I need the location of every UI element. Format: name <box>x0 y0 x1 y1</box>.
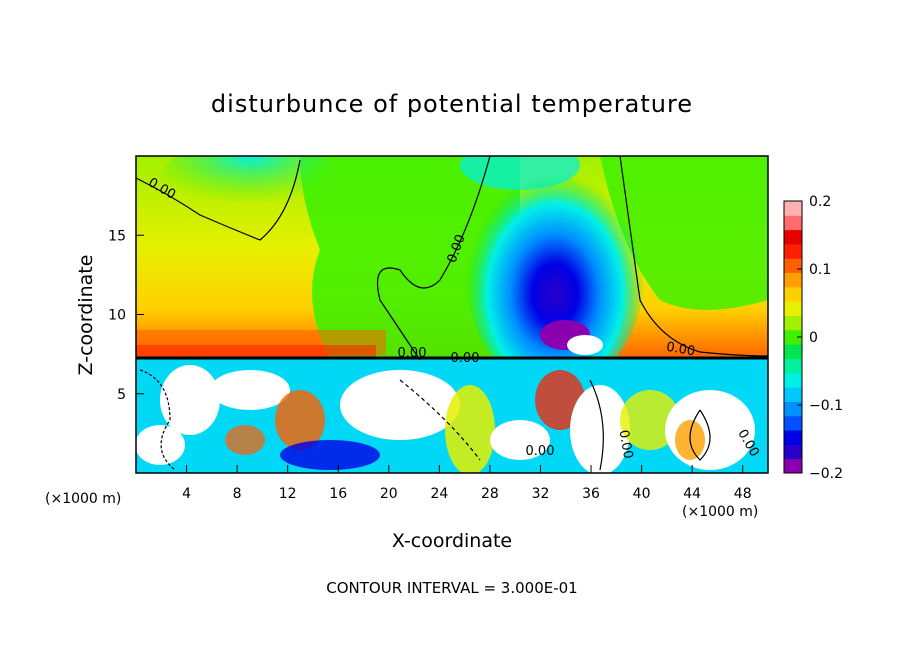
contour-label: 0.00 <box>451 351 480 366</box>
colorbar-tick-label: −0.1 <box>809 398 843 414</box>
contour-label: 0.00 <box>526 444 555 459</box>
colorbar-tick-label: 0.1 <box>809 262 831 278</box>
colorbar-tick-label: −0.2 <box>809 466 843 482</box>
x-tick-label: 48 <box>734 486 752 502</box>
colorbar-swatch <box>784 301 802 317</box>
colorbar-swatch <box>784 243 802 259</box>
colorbar-swatch <box>784 286 802 302</box>
y-tick-label: 5 <box>117 387 126 403</box>
y-tick-label: 10 <box>108 308 126 324</box>
colorbar-tick-label: 0 <box>809 330 818 346</box>
y-axis-label: Z-coordinate <box>75 255 97 376</box>
y-axis: 5 10 15 <box>108 228 144 403</box>
colorbar-swatch <box>784 401 802 417</box>
colorbar-swatch <box>784 329 802 345</box>
contour-label: 0.00 <box>616 429 636 460</box>
colorbar-swatch <box>784 258 802 274</box>
contour-label: 0.00 <box>665 340 696 360</box>
x-axis: 4 8 12 16 20 24 28 32 36 40 44 48 <box>182 465 752 502</box>
colorbar-swatch <box>784 272 802 288</box>
colorbar-tick-label: 0.2 <box>809 194 831 210</box>
x-tick-label: 16 <box>329 486 347 502</box>
colorbar-swatch <box>784 444 802 460</box>
x-tick-label: 28 <box>481 486 499 502</box>
x-unit-label: (×1000 m) <box>682 504 758 520</box>
colorbar-ticks: 0.2 0.1 0 −0.1 −0.2 <box>797 194 843 482</box>
x-tick-label: 40 <box>633 486 651 502</box>
colorbar-swatch <box>784 344 802 359</box>
x-axis-label: X-coordinate <box>392 530 512 552</box>
x-tick-label: 8 <box>233 486 242 502</box>
colorbar-swatch <box>784 201 802 216</box>
colorbar-swatch <box>784 387 802 402</box>
colorbar <box>783 200 803 474</box>
colorbar-swatch <box>784 215 802 231</box>
x-tick-label: 4 <box>182 486 191 502</box>
colorbar-swatch <box>784 315 802 331</box>
x-tick-label: 32 <box>532 486 550 502</box>
x-tick-label: 20 <box>380 486 398 502</box>
contour-label: 0.00 <box>398 346 427 361</box>
colorbar-swatch <box>784 358 802 374</box>
x-tick-label: 12 <box>279 486 297 502</box>
colorbar-swatch <box>784 458 802 474</box>
contour-interval-text: CONTOUR INTERVAL = 3.000E-01 <box>326 579 577 597</box>
y-tick-label: 15 <box>108 228 126 244</box>
contour-lines <box>136 156 768 471</box>
colorbar-swatch <box>784 372 802 388</box>
y-unit-label: (×1000 m) <box>45 491 121 507</box>
colorbar-swatch <box>784 229 802 245</box>
colorbar-swatch <box>784 415 802 431</box>
field-image <box>136 156 768 473</box>
x-tick-label: 24 <box>430 486 448 502</box>
x-tick-label: 44 <box>683 486 701 502</box>
chart-title: disturbunce of potential temperature <box>211 90 693 118</box>
x-tick-label: 36 <box>582 486 600 502</box>
colorbar-swatch <box>784 430 802 445</box>
